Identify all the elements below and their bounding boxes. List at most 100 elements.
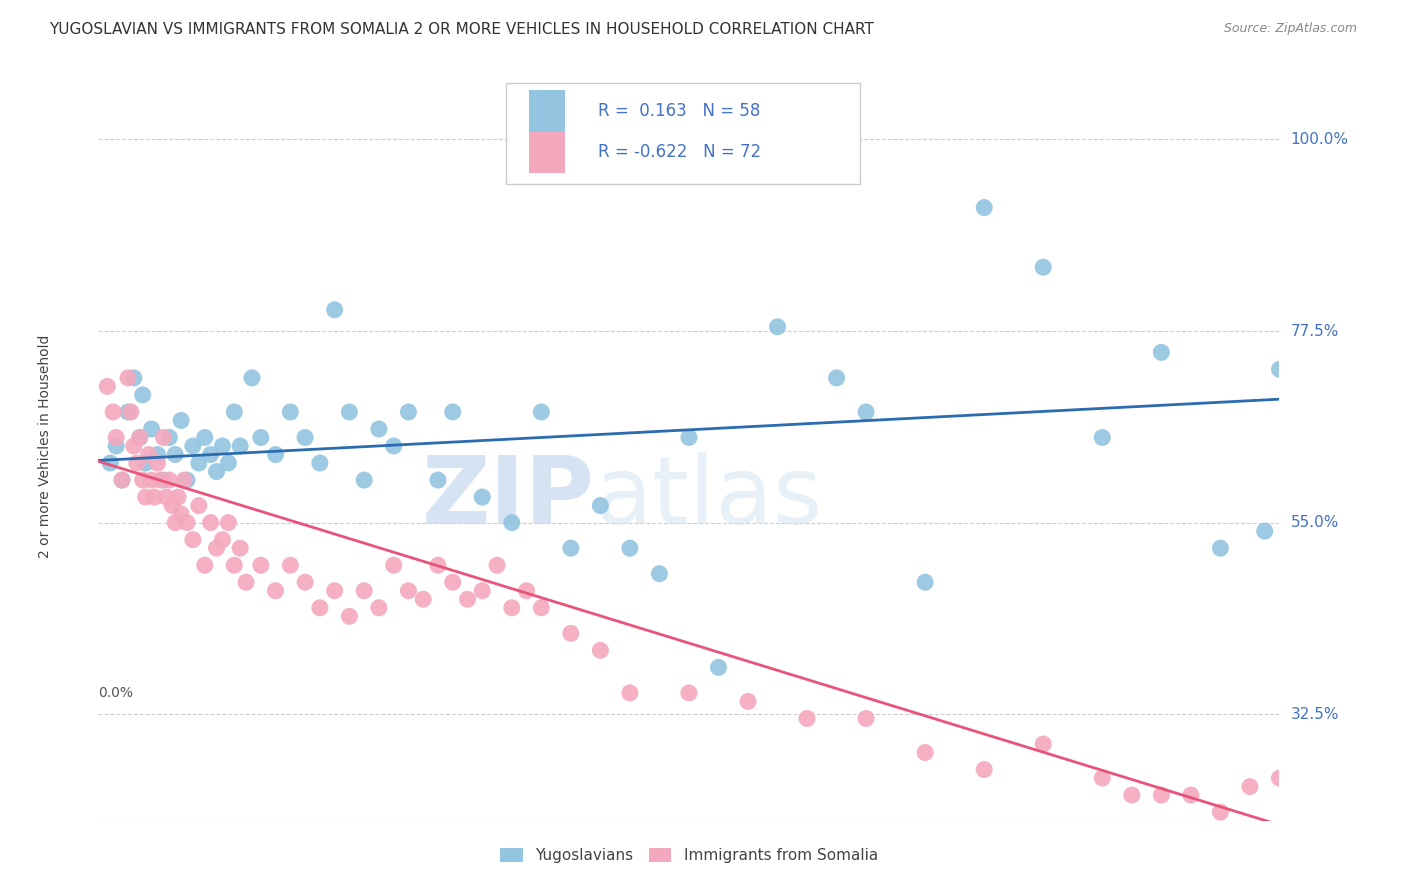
Point [165,516,187,530]
Point [105,430,128,444]
Point [441,405,464,419]
Point [176,473,198,487]
Point [1150,788,1173,802]
Point [235,575,257,590]
Point [194,430,217,444]
Point [707,660,730,674]
Point [200,448,222,462]
Point [1091,430,1114,444]
Point [146,456,169,470]
Point [1032,737,1054,751]
Point [205,541,228,556]
Point [855,711,877,725]
Point [135,456,157,470]
Point [855,405,877,419]
Point [157,473,180,487]
Point [187,499,209,513]
Point [1091,771,1114,785]
Point [353,583,375,598]
Point [589,499,612,513]
Point [589,643,612,657]
Point [1239,780,1261,794]
Text: 55.0%: 55.0% [1291,516,1339,530]
Point [165,448,187,462]
Text: ZIP: ZIP [422,452,595,544]
Legend: Yugoslavians, Immigrants from Somalia: Yugoslavians, Immigrants from Somalia [494,842,884,869]
Point [122,371,145,385]
Point [353,473,375,487]
Point [471,583,494,598]
Point [103,405,125,419]
Point [501,600,523,615]
Point [155,490,177,504]
Point [250,558,273,573]
Point [120,405,142,419]
Point [229,541,252,556]
Point [111,473,134,487]
Point [427,558,450,573]
Point [678,430,700,444]
Text: 77.5%: 77.5% [1291,324,1339,339]
Point [560,541,582,556]
Point [173,473,195,487]
Point [619,541,641,556]
Point [457,592,479,607]
Point [560,626,582,640]
Point [200,516,222,530]
Point [132,473,155,487]
Point [117,371,139,385]
Point [973,201,995,215]
Point [138,448,160,462]
Point [1032,260,1054,275]
Point [294,575,316,590]
Point [170,507,193,521]
Point [678,686,700,700]
Point [170,413,193,427]
Point [105,439,128,453]
Point [149,473,172,487]
Point [111,473,134,487]
Point [152,473,174,487]
Point [141,473,163,487]
Point [737,694,759,708]
Point [398,583,420,598]
Point [143,490,166,504]
FancyBboxPatch shape [530,132,565,173]
Point [323,583,346,598]
Point [1268,362,1291,376]
Text: atlas: atlas [595,452,823,544]
Text: YUGOSLAVIAN VS IMMIGRANTS FROM SOMALIA 2 OR MORE VEHICLES IN HOUSEHOLD CORRELATI: YUGOSLAVIAN VS IMMIGRANTS FROM SOMALIA 2… [49,22,875,37]
Text: R = -0.622   N = 72: R = -0.622 N = 72 [598,144,761,161]
Point [229,439,252,453]
Point [368,422,391,436]
Point [501,516,523,530]
Point [217,516,239,530]
Point [368,600,391,615]
Text: 2 or more Vehicles in Household: 2 or more Vehicles in Household [38,334,52,558]
Point [1209,541,1232,556]
FancyBboxPatch shape [530,90,565,132]
Point [471,490,494,504]
Point [294,430,316,444]
Point [211,439,233,453]
Point [146,448,169,462]
Point [1268,771,1291,785]
Point [825,371,848,385]
Text: 100.0%: 100.0% [1291,132,1348,147]
Point [441,575,464,590]
Point [280,558,302,573]
Point [339,405,361,419]
Point [280,405,302,419]
Point [530,405,553,419]
Point [250,430,273,444]
Point [264,448,287,462]
Point [167,490,190,504]
Point [486,558,509,573]
Point [117,405,139,419]
Point [309,600,332,615]
Point [1254,524,1277,538]
Point [323,302,346,317]
Text: Source: ZipAtlas.com: Source: ZipAtlas.com [1223,22,1357,36]
Text: R =  0.163   N = 58: R = 0.163 N = 58 [598,102,761,120]
Point [648,566,671,581]
